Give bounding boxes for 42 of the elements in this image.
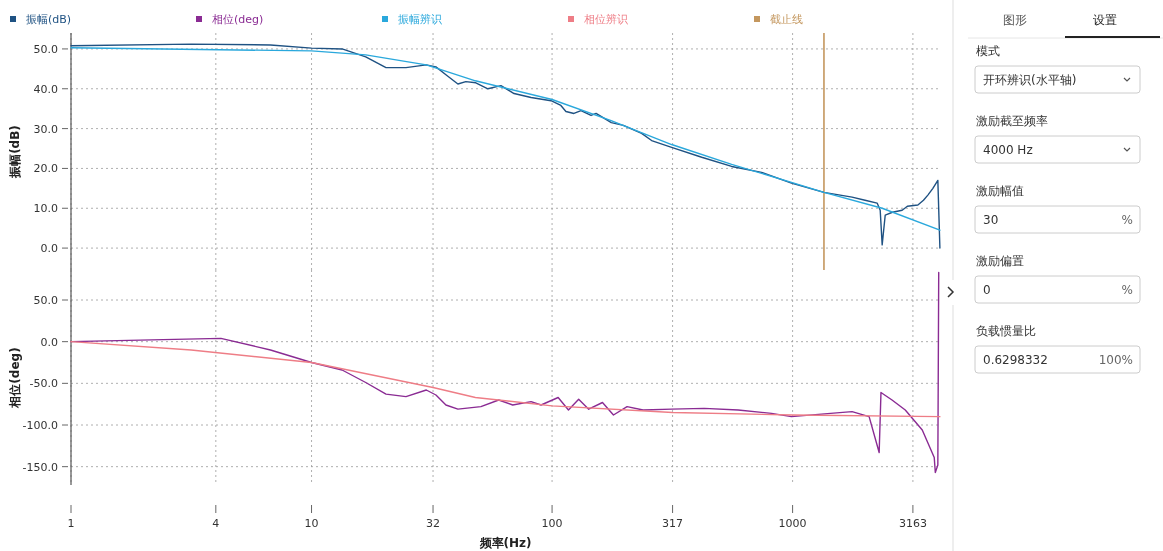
text: 设置 <box>1093 13 1117 27</box>
y-tick-label: 50.0 <box>33 42 58 56</box>
legend-label: 截止线 <box>770 13 803 26</box>
y-tick-label: 20.0 <box>33 162 58 176</box>
text: % <box>1121 283 1133 297</box>
legend-label: 振幅辨识 <box>398 13 442 26</box>
x-tick-label: 1000 <box>778 517 807 530</box>
y-tick-label: -150.0 <box>22 460 58 474</box>
legend-label: 相位辨识 <box>584 13 628 26</box>
x-tick-label: 317 <box>662 517 684 530</box>
y-axis-title: 相位(deg) <box>8 347 22 409</box>
text: 激励截至频率 <box>976 114 1048 128</box>
legend-label: 振幅(dB) <box>26 13 72 26</box>
y-tick-label: 50.0 <box>33 294 58 307</box>
text: 激励幅值 <box>976 184 1024 198</box>
x-tick-label: 32 <box>426 517 441 530</box>
x-tick-label: 10 <box>304 517 319 530</box>
y-axis-title: 振幅(dB) <box>8 125 22 179</box>
text: 100% <box>1098 353 1133 367</box>
x-axis-title: 频率(Hz) <box>478 536 532 550</box>
y-tick-label: -50.0 <box>29 377 58 391</box>
x-tick-label: 1 <box>67 517 75 530</box>
y-tick-label: 10.0 <box>33 202 58 216</box>
text: 激励偏置 <box>976 254 1024 268</box>
text: % <box>1121 213 1133 227</box>
x-tick-label: 3163 <box>898 517 927 530</box>
text: 图形 <box>1003 13 1027 27</box>
text: 负载惯量比 <box>976 324 1036 338</box>
text: 0.6298332 <box>983 353 1048 367</box>
y-tick-label: 40.0 <box>33 82 58 96</box>
text: 30 <box>983 213 999 227</box>
y-tick-label: 0.0 <box>40 335 58 349</box>
x-tick-label: 4 <box>212 517 220 530</box>
text: 0 <box>983 283 991 297</box>
y-tick-label: -100.0 <box>22 419 58 432</box>
text: 模式 <box>976 44 1000 58</box>
y-tick-label: 30.0 <box>33 122 58 136</box>
x-tick-label: 100 <box>541 517 563 530</box>
text: 4000 Hz <box>983 143 1033 157</box>
y-tick-label: 0.0 <box>40 242 58 256</box>
legend-label: 相位(deg) <box>212 13 264 26</box>
text: 开环辨识(水平轴) <box>983 73 1077 87</box>
